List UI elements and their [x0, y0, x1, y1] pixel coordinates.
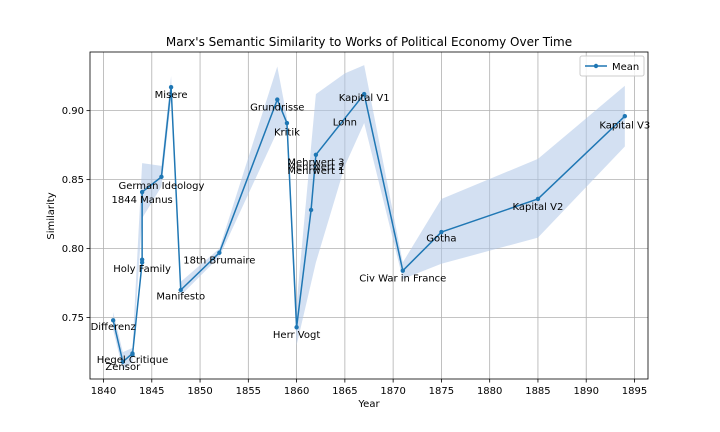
std-band [113, 65, 625, 371]
data-point [313, 152, 319, 157]
x-tick-label: 1890 [573, 386, 598, 397]
y-axis-label: Similarity [46, 192, 57, 239]
work-label: Herr Vogt [273, 330, 320, 341]
x-axis-ticks: 1840 1845 1850 1855 1860 1865 1870 1875 1880 1885… [91, 379, 647, 397]
work-label: Civ War in France [359, 274, 446, 285]
data-point [275, 97, 280, 102]
x-tick-label: 1855 [236, 386, 261, 397]
data-point [294, 325, 299, 330]
data-point [168, 84, 174, 90]
data-point [622, 113, 628, 119]
legend-label-mean: Mean [612, 62, 639, 73]
work-label: Mehrwert 3 [287, 158, 344, 169]
data-point [361, 91, 367, 97]
x-tick-label: 1880 [477, 386, 502, 397]
work-label: Differenz [91, 322, 136, 333]
data-point [308, 207, 314, 213]
data-point [120, 359, 126, 364]
data-point [159, 174, 164, 180]
data-point [110, 318, 116, 323]
mean-series [110, 84, 628, 364]
work-label: Kritik [274, 127, 300, 138]
work-label: Lohn [333, 118, 357, 129]
data-point [130, 352, 135, 358]
data-point [139, 257, 145, 262]
x-tick-label: 1870 [380, 386, 405, 397]
work-label: Misere [155, 90, 188, 101]
work-label: Mehrwert 1 [287, 166, 344, 177]
work-label: Mehrwert 2 [287, 162, 344, 173]
data-point [178, 287, 183, 293]
data-point [535, 196, 541, 202]
work-label: Hegel Critique [97, 355, 169, 366]
x-axis-label: Year [357, 399, 380, 410]
x-tick-label: 1840 [91, 386, 116, 397]
y-tick-label: 0.75 [62, 313, 84, 324]
y-tick-label: 0.80 [62, 244, 84, 255]
work-label: Holy Family [113, 264, 171, 275]
legend-box [579, 55, 645, 77]
work-label: Grundrisse [250, 103, 304, 114]
confidence-band [113, 65, 625, 371]
work-label: Kapital V1 [339, 93, 390, 104]
x-tick-label: 1895 [622, 386, 647, 397]
y-tick-label: 0.85 [62, 175, 84, 186]
work-label: Kapital V2 [513, 202, 564, 213]
chart-title: Marx's Semantic Similarity to Works of P… [166, 35, 572, 49]
y-axis-ticks: 0.75 0.80 0.85 0.90 [62, 106, 90, 324]
work-label: German Ideology [118, 181, 204, 192]
data-point [400, 268, 405, 273]
x-tick-label: 1850 [187, 386, 212, 397]
legend-marker [593, 63, 599, 69]
data-point [284, 120, 290, 126]
plot-frame [89, 51, 649, 380]
work-label: Kapital V3 [599, 120, 650, 131]
work-label: 1844 Manus [111, 195, 172, 206]
work-label: 18th Brumaire [183, 256, 255, 267]
y-tick-label: 0.90 [62, 106, 84, 117]
x-tick-label: 1865 [332, 386, 357, 397]
data-point [217, 250, 222, 255]
work-label: Gotha [426, 234, 456, 245]
work-label: Zensor [105, 362, 141, 373]
work-label: Manifesto [156, 292, 205, 303]
x-tick-label: 1875 [429, 386, 454, 397]
x-tick-label: 1845 [139, 386, 164, 397]
data-point [439, 229, 444, 235]
legend: Mean [579, 55, 645, 77]
x-tick-label: 1885 [525, 386, 550, 397]
data-point [139, 189, 145, 195]
x-tick-label: 1860 [284, 386, 309, 397]
